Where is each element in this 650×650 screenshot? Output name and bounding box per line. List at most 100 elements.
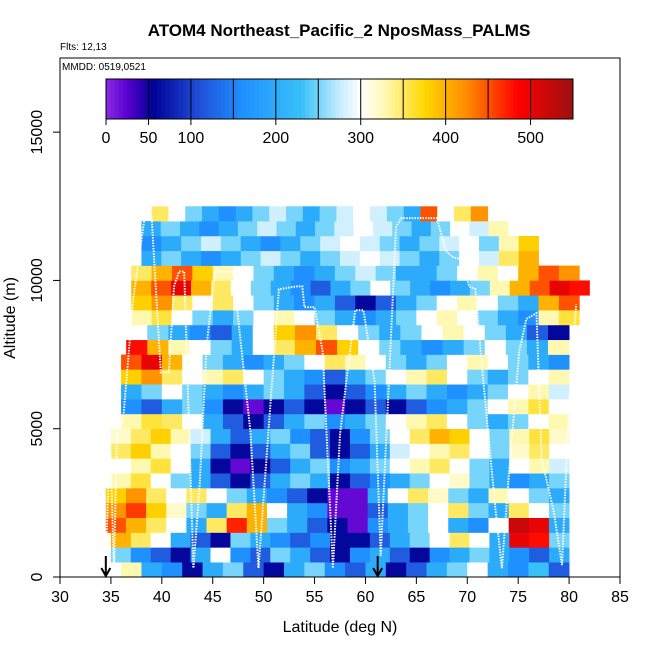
colorbar-swatch	[373, 79, 379, 119]
colorbar-swatch	[407, 79, 413, 119]
heatmap-cell	[459, 235, 480, 252]
heatmap-cell	[446, 384, 468, 400]
heatmap-cell	[131, 280, 152, 296]
heatmap-cell	[222, 369, 244, 385]
heatmap-cell	[151, 310, 173, 326]
heatmap-cell	[468, 502, 489, 518]
heatmap-cell	[192, 295, 214, 311]
heatmap-cell	[449, 547, 470, 563]
colorbar-swatch	[322, 79, 328, 119]
colorbar-swatch	[530, 79, 536, 119]
heatmap-cell	[387, 502, 409, 518]
heatmap-cell	[226, 502, 248, 518]
heatmap-cell	[430, 280, 451, 296]
heatmap-cell	[529, 458, 550, 474]
plot-frame	[59, 57, 621, 578]
heatmap-cell	[260, 250, 281, 266]
colorbar-swatch	[517, 79, 523, 119]
heatmap-cell	[345, 384, 366, 400]
heatmap-cell	[168, 206, 186, 222]
heatmap-cell	[212, 265, 234, 281]
heatmap-cell	[389, 547, 411, 563]
colorbar-swatch	[369, 79, 374, 119]
colorbar-swatch	[292, 79, 298, 119]
heatmap-cell	[459, 250, 480, 266]
heatmap-cell	[300, 250, 321, 266]
latitude-arrows	[100, 556, 384, 579]
heatmap-cell	[181, 250, 202, 266]
heatmap-cell	[488, 221, 509, 237]
colorbar-swatch	[169, 79, 175, 119]
colorbar-swatch	[199, 79, 205, 119]
heatmap-cell	[186, 517, 207, 533]
heatmap-cell	[442, 339, 465, 355]
x-tick-label: 55	[306, 589, 324, 606]
heatmap-cell	[290, 547, 311, 563]
heatmap-cell	[146, 488, 167, 504]
colorbar-swatch	[331, 79, 336, 119]
heatmap-cell	[498, 235, 520, 252]
heatmap-cell	[508, 413, 529, 430]
heatmap-cell	[210, 473, 231, 489]
heatmap-cell	[170, 532, 191, 548]
heatmap-cell	[469, 458, 490, 474]
heatmap-cell	[240, 250, 261, 266]
heatmap-cell	[220, 235, 242, 252]
heatmap-cell	[478, 235, 500, 252]
heatmap-cell	[290, 443, 311, 459]
heatmap-cell	[399, 235, 420, 252]
heatmap-cell	[488, 502, 510, 518]
heatmap-cell	[389, 443, 411, 459]
heatmap-cell	[284, 413, 305, 430]
heatmap-cell	[263, 399, 285, 415]
heatmap-cell	[186, 488, 207, 504]
heatmap-cell	[327, 502, 348, 518]
colorbar-swatch	[488, 79, 493, 119]
colorbar-tick-label: 200	[262, 130, 289, 147]
heatmap-cell	[243, 562, 265, 578]
colorbar-swatch	[403, 79, 408, 119]
heatmap-cell	[110, 443, 132, 459]
heatmap-cell	[548, 413, 570, 430]
heatmap-cell	[316, 339, 338, 355]
heatmap-cell	[409, 458, 431, 474]
heatmap-cell	[529, 547, 550, 563]
heatmap-cell	[273, 324, 296, 341]
colorbar-swatch	[284, 79, 289, 119]
heatmap-cell	[450, 221, 470, 237]
x-axis-label: Latitude (deg N)	[283, 619, 398, 636]
colorbar-swatch	[390, 79, 396, 119]
heatmap-cell	[222, 562, 244, 578]
heatmap-cell	[192, 310, 214, 326]
heatmap-cell	[497, 265, 519, 281]
colorbar-swatch	[314, 79, 319, 119]
colorbar-swatch	[420, 79, 425, 119]
heatmap-cell	[270, 473, 291, 489]
heatmap-cell	[202, 354, 224, 370]
heatmap-cell	[518, 250, 539, 266]
heatmap-cell	[549, 473, 570, 489]
heatmap-cell	[508, 369, 529, 385]
heatmap-cell	[334, 265, 356, 281]
heatmap-cell	[489, 473, 510, 489]
heatmap-cell	[379, 250, 400, 266]
heatmap-cell	[290, 280, 311, 296]
colorbar-swatch	[534, 79, 540, 119]
heatmap-cell	[170, 458, 191, 474]
heatmap-cell	[379, 235, 400, 252]
heatmap-cell	[355, 310, 377, 326]
heatmap-cell	[385, 369, 407, 385]
heatmap-cell	[218, 221, 239, 237]
colorbar-tick-label: 0	[102, 130, 111, 147]
heatmap-cell	[324, 384, 346, 400]
heatmap-cell	[202, 369, 224, 385]
heatmap-cell	[508, 502, 530, 518]
heatmap-cell	[160, 221, 181, 237]
heatmap-cell	[210, 339, 233, 355]
heatmap-cell	[141, 399, 163, 415]
heatmap-cell	[446, 413, 468, 430]
heatmap-cell	[260, 235, 281, 252]
colorbar-swatch	[114, 79, 120, 119]
heatmap-cell	[569, 280, 590, 296]
heatmap-cell	[320, 250, 341, 266]
